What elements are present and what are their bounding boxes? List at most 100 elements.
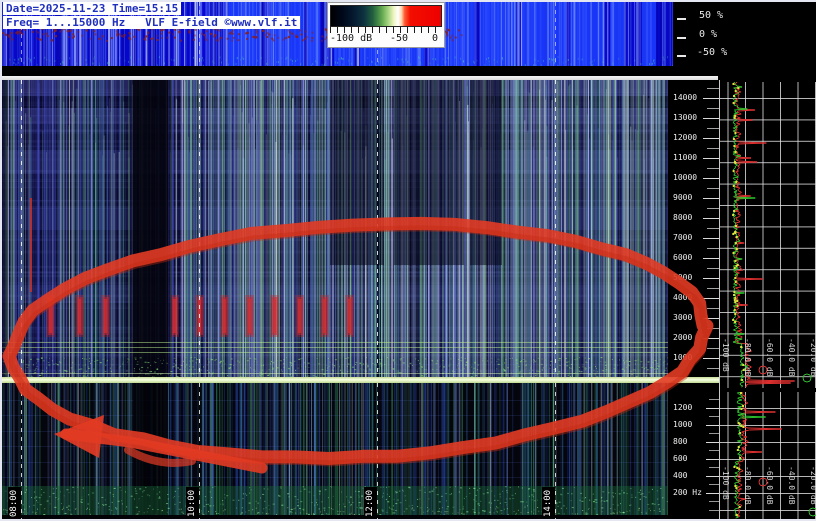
freq-minor-tick <box>707 308 719 309</box>
freq-axis-label: 11000 <box>673 153 698 162</box>
percent-tick <box>677 18 686 20</box>
main-spectrogram-canvas <box>2 80 668 377</box>
freq-axis-label: 14000 <box>673 93 698 102</box>
freq-axis-label: 1000 <box>673 353 693 362</box>
percent-label-minus50: -50 % <box>697 47 728 58</box>
freq-axis-label-low: 800 <box>673 437 688 446</box>
frame-border-top <box>0 0 816 2</box>
freq-minor-tick <box>707 188 719 189</box>
freq-minor-tick <box>707 268 719 269</box>
freq-major-tick <box>703 338 719 339</box>
db-axis-label-lower: -60.0 dB <box>765 466 774 505</box>
freq-major-tick <box>703 218 719 219</box>
spectrum-panel-lower-canvas <box>720 392 816 519</box>
db-axis-label-lower: -40.0 dB <box>787 466 796 505</box>
waveform-spectrogram-separator <box>2 76 718 80</box>
freq-axis-label: 9000 <box>673 193 693 202</box>
freq-major-tick <box>703 318 719 319</box>
freq-major-tick <box>706 408 719 409</box>
freq-axis-label: 4000 <box>673 293 693 302</box>
freq-axis-label: 10000 <box>673 173 698 182</box>
freq-major-tick <box>703 278 719 279</box>
color-scale: -100 dB -50 0 <box>327 2 445 48</box>
freq-major-tick <box>703 98 719 99</box>
low-band-spectrogram-canvas <box>2 383 668 519</box>
bright-baseline-stripe <box>2 377 719 383</box>
freq-major-tick <box>703 238 719 239</box>
freq-axis-label-low: 400 <box>673 471 688 480</box>
db-axis-label-upper: -80.0 dB <box>743 338 752 377</box>
percent-tick <box>677 37 686 39</box>
freq-axis-label: 5000 <box>673 273 693 282</box>
color-scale-max-label: 0 <box>432 33 439 44</box>
percent-label-zero: 0 % <box>699 29 718 40</box>
freq-minor-tick <box>707 128 719 129</box>
spectrum-panel-upper-canvas <box>720 82 816 388</box>
freq-minor-tick <box>707 108 719 109</box>
db-axis-label-upper: -100 dB <box>721 338 730 372</box>
percent-tick <box>677 55 686 57</box>
freq-minor-tick <box>707 88 719 89</box>
freq-major-tick <box>703 118 719 119</box>
spectrum-panel-border-line <box>719 80 720 521</box>
db-axis-label-upper: -40.0 dB <box>787 338 796 377</box>
freq-axis-label: 6000 <box>673 253 693 262</box>
freq-minor-tick <box>707 168 719 169</box>
header-date-time: Date=2025-11-23 Time=15:15 <box>3 2 182 15</box>
freq-minor-tick <box>707 368 719 369</box>
color-scale-ticks <box>330 27 442 33</box>
freq-major-tick <box>703 138 719 139</box>
freq-axis-label-low: 1000 <box>673 420 693 429</box>
db-axis-label-lower: -80.0 dB <box>743 466 752 505</box>
freq-major-tick <box>703 198 719 199</box>
freq-major-tick <box>703 298 719 299</box>
freq-major-tick <box>703 178 719 179</box>
db-axis-label-lower: -100 dB <box>721 466 730 500</box>
db-axis-label-upper: -20.0 dB <box>809 338 816 377</box>
freq-axis-label: 2000 <box>673 333 693 342</box>
freq-major-tick <box>706 459 719 460</box>
freq-minor-tick <box>709 510 719 511</box>
freq-minor-tick <box>709 416 719 417</box>
freq-axis-label: 13000 <box>673 113 698 122</box>
percent-label-plus50: 50 % <box>699 10 724 21</box>
freq-minor-tick <box>707 328 719 329</box>
color-scale-min-label: -100 dB <box>330 33 373 44</box>
freq-major-tick <box>703 258 719 259</box>
freq-minor-tick <box>707 348 719 349</box>
freq-axis-label: 8000 <box>673 213 693 222</box>
freq-axis-label-low: 1200 <box>673 403 693 412</box>
freq-minor-tick <box>707 288 719 289</box>
time-label: 08:00 <box>8 487 21 518</box>
freq-major-tick <box>703 358 719 359</box>
freq-minor-tick <box>709 484 719 485</box>
freq-minor-tick <box>709 501 719 502</box>
freq-axis-label: 12000 <box>673 133 698 142</box>
time-label: 12:00 <box>364 487 377 518</box>
freq-minor-tick <box>709 433 719 434</box>
color-scale-gradient <box>330 5 442 27</box>
time-label: 14:00 <box>542 487 555 518</box>
freq-minor-tick <box>709 399 719 400</box>
freq-major-tick <box>706 425 719 426</box>
freq-axis-label-low: 600 <box>673 454 688 463</box>
color-scale-mid-label: -50 <box>390 33 409 44</box>
freq-minor-tick <box>709 450 719 451</box>
frame-border-bottom <box>0 519 816 521</box>
freq-major-tick <box>706 476 719 477</box>
freq-axis-label: 3000 <box>673 313 693 322</box>
freq-minor-tick <box>709 467 719 468</box>
freq-major-tick <box>703 158 719 159</box>
freq-major-tick <box>706 442 719 443</box>
freq-axis-label-low: 200 Hz <box>673 488 702 497</box>
db-axis-label-upper: -60.0 dB <box>765 338 774 377</box>
db-axis-label-lower: -20.0 dB <box>809 466 816 505</box>
frame-border-left <box>0 0 2 521</box>
freq-major-tick <box>706 493 719 494</box>
freq-axis-label: 7000 <box>673 233 693 242</box>
freq-minor-tick <box>707 208 719 209</box>
freq-minor-tick <box>707 248 719 249</box>
freq-minor-tick <box>707 148 719 149</box>
freq-minor-tick <box>707 228 719 229</box>
